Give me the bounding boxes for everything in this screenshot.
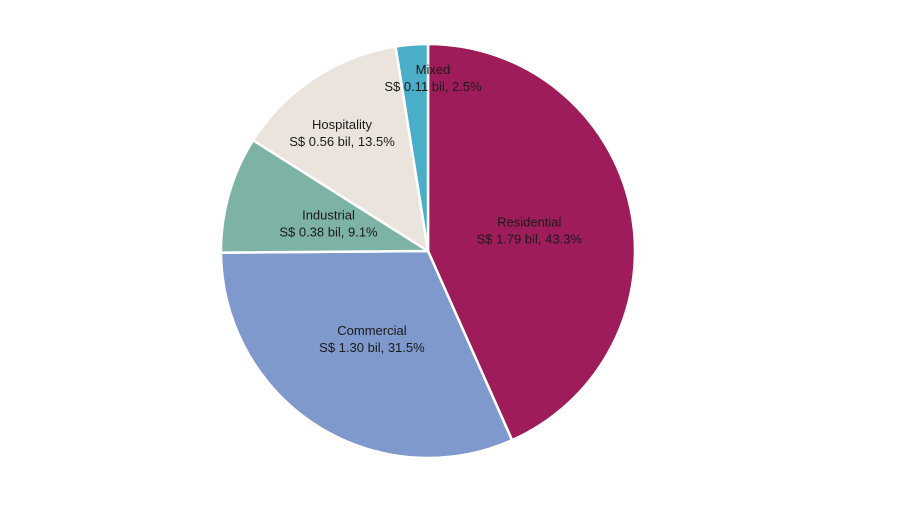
pie-slice-commercial bbox=[219, 249, 514, 460]
data-label-industrial: Industrial S$ 0.38 bil, 9.1% bbox=[279, 208, 378, 240]
slice-value: S$ 0.11 bil, 2.5% bbox=[384, 79, 482, 94]
data-label-commercial: Commercial S$ 1.30 bil, 31.5% bbox=[319, 323, 425, 355]
slice-name: Mixed bbox=[416, 62, 451, 77]
data-label-residential: Residential S$ 1.79 bil, 43.3% bbox=[476, 215, 582, 247]
slice-value: S$ 1.79 bil, 43.3% bbox=[476, 232, 582, 247]
slice-value: S$ 0.38 bil, 9.1% bbox=[279, 225, 378, 240]
slice-value: S$ 0.56 bil, 13.5% bbox=[289, 134, 395, 149]
slice-value: S$ 1.30 bil, 31.5% bbox=[319, 340, 425, 355]
data-label-hospitality: Hospitality S$ 0.56 bil, 13.5% bbox=[289, 117, 395, 149]
pie-slice-industrial bbox=[219, 139, 430, 254]
slice-name: Industrial bbox=[302, 208, 355, 223]
pie-slice-hospitality bbox=[251, 45, 430, 253]
pie-slice-residential bbox=[426, 42, 637, 442]
slice-name: Commercial bbox=[337, 323, 406, 338]
slice-name: Residential bbox=[497, 215, 561, 230]
slice-name: Hospitality bbox=[312, 117, 372, 132]
data-label-mixed: Mixed S$ 0.11 bil, 2.5% bbox=[384, 62, 482, 94]
pie-slice-mixed bbox=[394, 42, 430, 253]
